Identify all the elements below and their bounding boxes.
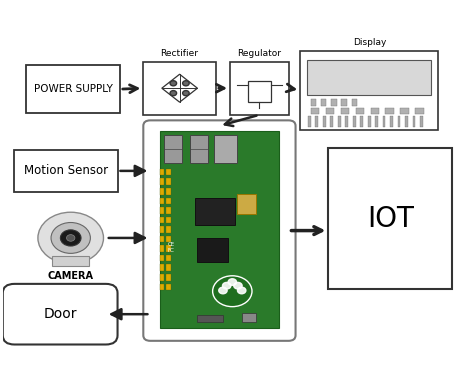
Bar <box>195 198 235 225</box>
Bar <box>413 116 416 126</box>
Bar <box>197 315 223 322</box>
Bar <box>398 116 401 126</box>
Bar <box>308 116 310 126</box>
Polygon shape <box>162 74 197 102</box>
Bar <box>160 245 164 252</box>
Bar <box>401 108 409 114</box>
Bar <box>310 99 316 106</box>
Bar <box>166 217 171 223</box>
Bar <box>331 99 337 106</box>
Bar <box>300 51 438 129</box>
Bar <box>341 99 347 106</box>
Circle shape <box>182 91 189 96</box>
Bar <box>190 135 208 163</box>
Bar <box>160 217 164 223</box>
Bar <box>323 116 326 126</box>
Bar <box>166 198 171 204</box>
Bar <box>197 238 228 262</box>
Circle shape <box>228 279 237 285</box>
Bar <box>164 135 182 163</box>
Text: CAMERA: CAMERA <box>48 271 94 281</box>
Bar <box>416 108 424 114</box>
Bar <box>52 256 90 266</box>
Bar <box>214 135 237 163</box>
Circle shape <box>66 235 75 241</box>
Bar <box>345 116 348 126</box>
Bar <box>166 169 171 175</box>
Bar <box>321 99 327 106</box>
Bar <box>405 116 408 126</box>
Bar <box>352 99 357 106</box>
Bar <box>371 108 379 114</box>
Bar <box>307 60 431 95</box>
Bar <box>160 274 164 280</box>
Text: Door: Door <box>44 307 77 321</box>
Bar <box>143 62 216 115</box>
Circle shape <box>234 282 242 289</box>
Bar <box>356 108 364 114</box>
Text: Regulator: Regulator <box>237 49 281 58</box>
Bar <box>160 283 164 290</box>
Bar <box>385 108 394 114</box>
Bar <box>160 236 164 242</box>
Bar <box>242 313 256 322</box>
Circle shape <box>60 230 81 246</box>
Bar <box>166 255 171 261</box>
Bar <box>160 169 164 175</box>
Circle shape <box>222 282 231 289</box>
Circle shape <box>182 81 189 86</box>
Bar <box>166 226 171 233</box>
Bar <box>15 150 118 192</box>
Bar <box>328 148 453 289</box>
Bar <box>326 108 334 114</box>
Bar <box>310 108 319 114</box>
Bar <box>166 188 171 195</box>
FancyBboxPatch shape <box>3 284 118 345</box>
Circle shape <box>170 81 177 86</box>
Bar <box>166 178 171 185</box>
Bar <box>160 188 164 195</box>
Circle shape <box>213 276 252 307</box>
Circle shape <box>38 212 103 264</box>
Circle shape <box>51 223 91 253</box>
FancyBboxPatch shape <box>143 120 296 341</box>
Bar <box>368 116 371 126</box>
Circle shape <box>219 287 227 294</box>
Text: POWER SUPPLY: POWER SUPPLY <box>34 84 112 94</box>
Bar <box>160 226 164 233</box>
Bar <box>160 178 164 185</box>
Bar <box>26 65 120 113</box>
Bar <box>166 274 171 280</box>
Bar <box>166 245 171 252</box>
Bar <box>166 207 171 214</box>
Bar <box>160 255 164 261</box>
Bar <box>237 194 256 214</box>
Bar <box>160 207 164 214</box>
Bar <box>230 62 289 115</box>
Bar <box>166 283 171 290</box>
Bar <box>160 131 279 328</box>
Bar <box>383 116 385 126</box>
Bar <box>315 116 318 126</box>
Bar <box>247 81 271 102</box>
Bar <box>360 116 363 126</box>
Bar <box>340 108 349 114</box>
Bar <box>353 116 356 126</box>
Text: CE
FC: CE FC <box>168 242 175 253</box>
Bar <box>330 116 333 126</box>
Bar <box>166 236 171 242</box>
Circle shape <box>170 91 177 96</box>
Bar <box>166 264 171 271</box>
Bar <box>420 116 423 126</box>
Bar <box>390 116 393 126</box>
Bar <box>160 198 164 204</box>
Bar <box>375 116 378 126</box>
Circle shape <box>237 287 246 294</box>
Bar <box>160 264 164 271</box>
Text: Motion Sensor: Motion Sensor <box>24 164 108 178</box>
Text: IOT: IOT <box>367 205 414 233</box>
Text: Display: Display <box>353 38 386 47</box>
Bar <box>337 116 340 126</box>
Text: Rectifier: Rectifier <box>161 49 199 58</box>
